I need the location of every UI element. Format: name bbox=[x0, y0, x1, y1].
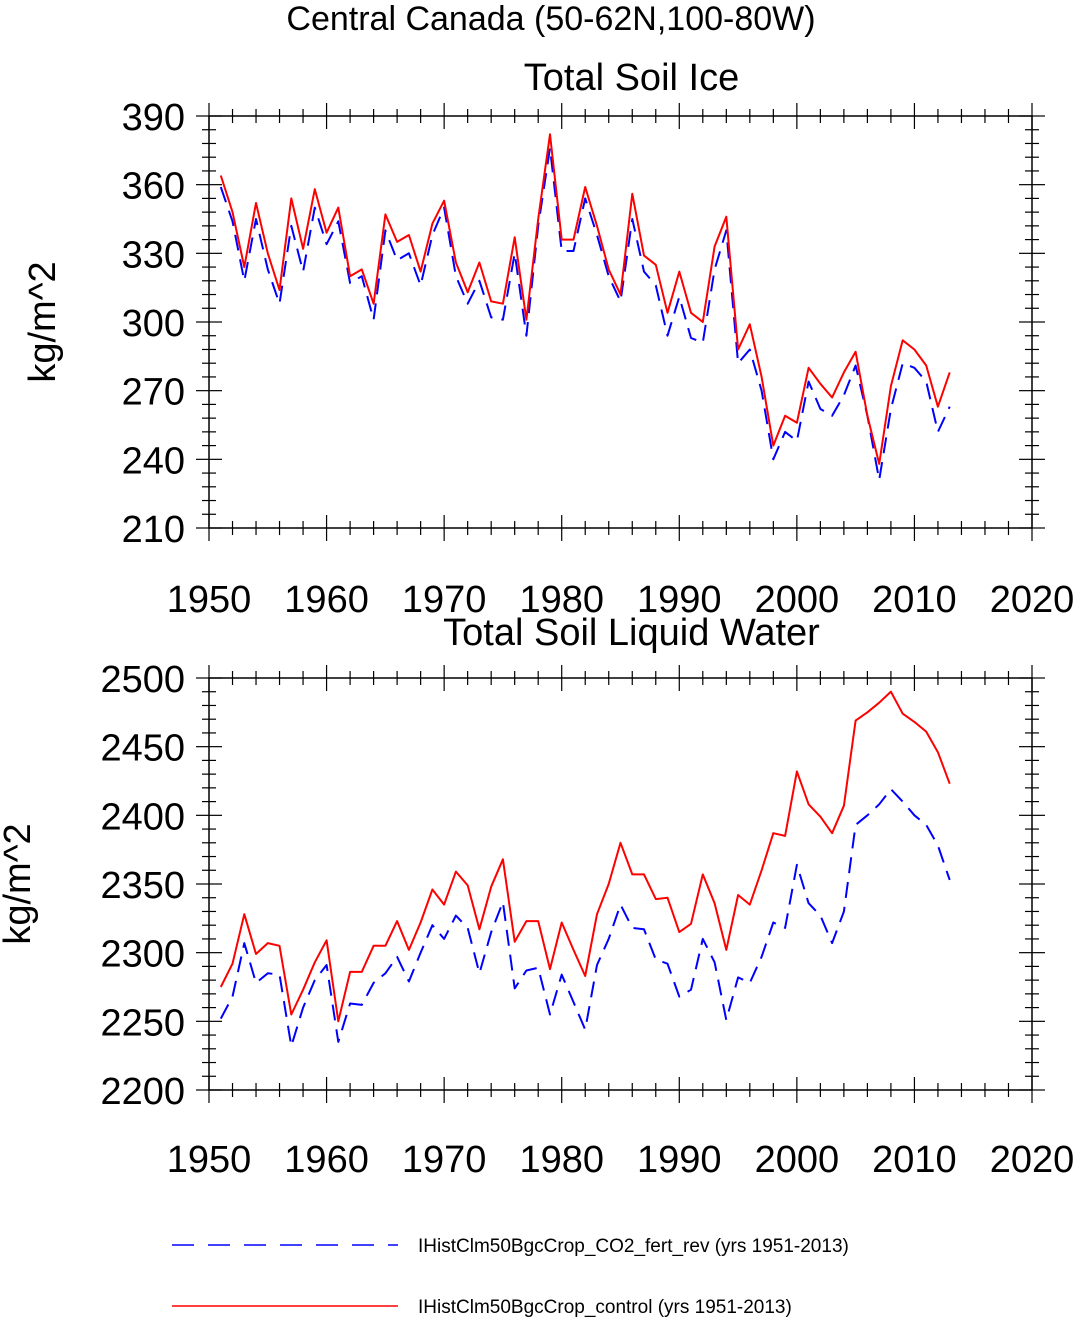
y-tick-label: 390 bbox=[122, 97, 185, 139]
y-tick-label: 330 bbox=[122, 234, 185, 276]
y-tick-label: 2250 bbox=[100, 1002, 185, 1044]
x-tick-label: 1970 bbox=[402, 1139, 487, 1181]
y-tick-label: 270 bbox=[122, 372, 185, 414]
x-tick-label: 1960 bbox=[284, 1139, 369, 1181]
y-tick-label: 2500 bbox=[100, 659, 185, 701]
soil-liquid-water-series-control-line bbox=[219, 690, 951, 1023]
figure-title: Central Canada (50-62N,100-80W) bbox=[286, 0, 815, 38]
x-tick-label: 1980 bbox=[519, 579, 604, 621]
soil-ice-panel: Total Soil Ice kg/m^2 1950 1960 1970 1980 1990… bbox=[22, 57, 1074, 621]
soil-liquid-water-title: Total Soil Liquid Water bbox=[443, 612, 820, 654]
x-tick-label: 2020 bbox=[990, 579, 1075, 621]
x-tick-label: 2010 bbox=[872, 579, 957, 621]
y-tick-label: 360 bbox=[122, 166, 185, 208]
soil-ice-ylabel: kg/m^2 bbox=[22, 261, 64, 382]
legend-label-co2-fert-rev: IHistClm50BgcCrop_CO2_fert_rev (yrs 1951… bbox=[418, 1236, 849, 1257]
y-tick-label: 2450 bbox=[100, 728, 185, 770]
y-tick-label: 2300 bbox=[100, 934, 185, 976]
x-tick-label: 1950 bbox=[167, 579, 252, 621]
y-tick-label: 240 bbox=[122, 440, 185, 482]
x-tick-label: 1970 bbox=[402, 579, 487, 621]
y-tick-label: 2200 bbox=[100, 1071, 185, 1113]
x-tick-label: 1990 bbox=[637, 579, 722, 621]
x-tick-label: 2010 bbox=[872, 1139, 957, 1181]
soil-liquid-water-plot-frame bbox=[208, 677, 1033, 1091]
soil-liquid-water-series-co2-fert-rev-line bbox=[219, 788, 951, 1048]
x-tick-label: 2000 bbox=[755, 579, 840, 621]
legend-label-control: IHistClm50BgcCrop_control (yrs 1951-2013… bbox=[418, 1297, 792, 1318]
soil-liquid-water-panel: Total Soil Liquid Water kg/m^2 1950 1960 197… bbox=[0, 612, 1074, 1181]
y-tick-label: 210 bbox=[122, 509, 185, 551]
y-tick-label: 2400 bbox=[100, 796, 185, 838]
y-tick-label: 300 bbox=[122, 303, 185, 345]
x-tick-label: 1960 bbox=[284, 579, 369, 621]
soil-ice-series-control-line bbox=[219, 133, 951, 465]
x-tick-label: 1990 bbox=[637, 1139, 722, 1181]
soil-liquid-water-ylabel: kg/m^2 bbox=[0, 823, 39, 944]
soil-ice-plot-frame bbox=[208, 115, 1033, 529]
legend: IHistClm50BgcCrop_CO2_fert_rev (yrs 1951… bbox=[172, 1236, 849, 1318]
x-tick-label: 2020 bbox=[990, 1139, 1075, 1181]
x-tick-label: 2000 bbox=[755, 1139, 840, 1181]
x-tick-label: 1950 bbox=[167, 1139, 252, 1181]
soil-ice-series-co2-fert-rev-line bbox=[219, 147, 951, 481]
y-tick-label: 2350 bbox=[100, 865, 185, 907]
x-tick-label: 1980 bbox=[519, 1139, 604, 1181]
soil-ice-title: Total Soil Ice bbox=[524, 57, 739, 99]
